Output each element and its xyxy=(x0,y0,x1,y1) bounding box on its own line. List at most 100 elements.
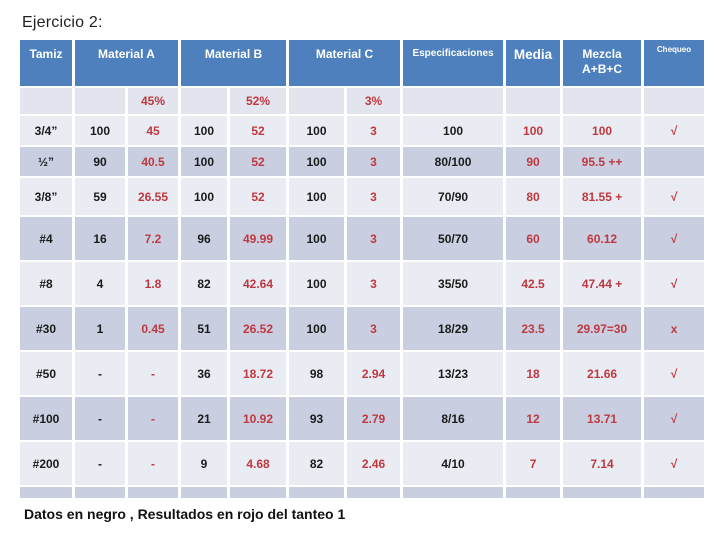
col-header-tamiz: Tamiz xyxy=(20,40,72,86)
table-row: 3/4” 100 45 100 52 100 3 100 100 100 √ xyxy=(20,116,705,145)
cell: #30 xyxy=(20,307,72,350)
cell: - xyxy=(75,442,125,485)
cell: 45 xyxy=(128,116,178,145)
table-row: 3/8” 59 26.55 100 52 100 3 70/90 80 81.55 + √ xyxy=(20,178,705,215)
cell: 9 xyxy=(181,442,227,485)
cell: - xyxy=(128,442,178,485)
cell: 90 xyxy=(506,147,561,176)
col-header-material-c: Material C xyxy=(289,40,401,86)
cell: 3 xyxy=(347,307,401,350)
cell xyxy=(403,487,504,498)
cell: 100 xyxy=(181,116,227,145)
cell: 100 xyxy=(506,116,561,145)
col-header-material-b: Material B xyxy=(181,40,287,86)
cell: 2.46 xyxy=(347,442,401,485)
cell: 4.68 xyxy=(230,442,287,485)
cell: √ xyxy=(644,442,705,485)
cell: - xyxy=(75,397,125,440)
cell: 4/10 xyxy=(403,442,504,485)
cell: √ xyxy=(644,352,705,395)
col-header-mezcla: Mezcla A+B+C xyxy=(563,40,642,86)
cell: 29.97=30 xyxy=(563,307,642,350)
cell: 8/16 xyxy=(403,397,504,440)
cell: #4 xyxy=(20,217,72,260)
cell: #8 xyxy=(20,262,72,305)
table-row: #100- -21 10.92 93 2.79 8/16 12 13.71 √ xyxy=(20,397,705,440)
cell: 90 xyxy=(75,147,125,176)
cell xyxy=(181,88,227,114)
cell: 3/4” xyxy=(20,116,72,145)
cell: 42.5 xyxy=(506,262,561,305)
cell: 40.5 xyxy=(128,147,178,176)
cell: 82 xyxy=(181,262,227,305)
cell: 26.55 xyxy=(128,178,178,215)
cell: √ xyxy=(644,397,705,440)
empty-row xyxy=(20,487,705,498)
cell: 70/90 xyxy=(403,178,504,215)
cell: 52 xyxy=(230,116,287,145)
table-body: 45% 52% 3% 3/4” 100 45 100 52 100 3 100 100 100 √ ½” 90… xyxy=(20,88,705,498)
cell: 59 xyxy=(75,178,125,215)
sieve-table: Tamiz Material A Material B Material C E… xyxy=(17,38,707,500)
cell xyxy=(289,487,345,498)
col-header-especificaciones: Especificaciones xyxy=(403,40,504,86)
cell: 13/23 xyxy=(403,352,504,395)
cell: 81.55 + xyxy=(563,178,642,215)
cell: 42.64 xyxy=(230,262,287,305)
cell: 100 xyxy=(403,116,504,145)
cell: 21 xyxy=(181,397,227,440)
sieve-table-wrap: Tamiz Material A Material B Material C E… xyxy=(17,38,707,500)
cell xyxy=(403,88,504,114)
cell xyxy=(289,88,345,114)
cell: 35/50 xyxy=(403,262,504,305)
cell: 80/100 xyxy=(403,147,504,176)
cell: 95.5 ++ xyxy=(563,147,642,176)
cell xyxy=(644,88,705,114)
cell: 7.2 xyxy=(128,217,178,260)
cell xyxy=(644,487,705,498)
cell: 7.14 xyxy=(563,442,642,485)
cell: - xyxy=(128,352,178,395)
cell xyxy=(230,487,287,498)
cell: 3 xyxy=(347,178,401,215)
cell: 82 xyxy=(289,442,345,485)
cell: 80 xyxy=(506,178,561,215)
cell: 10.92 xyxy=(230,397,287,440)
cell xyxy=(506,88,561,114)
cell: 52% xyxy=(230,88,287,114)
cell: 100 xyxy=(289,262,345,305)
cell: 26.52 xyxy=(230,307,287,350)
cell: 12 xyxy=(506,397,561,440)
cell: - xyxy=(128,397,178,440)
cell: 100 xyxy=(563,116,642,145)
cell: 7 xyxy=(506,442,561,485)
cell: - xyxy=(75,352,125,395)
cell: 52 xyxy=(230,147,287,176)
cell: 52 xyxy=(230,178,287,215)
cell: 3 xyxy=(347,147,401,176)
table-row: ½” 90 40.5 100 52 100 3 80/100 90 95.5 ++ xyxy=(20,147,705,176)
cell: 3 xyxy=(347,262,401,305)
cell: x xyxy=(644,307,705,350)
table-row: #200- -9 4.68 82 2.46 4/10 7 7.14 √ xyxy=(20,442,705,485)
cell xyxy=(181,487,227,498)
cell: √ xyxy=(644,217,705,260)
cell: 13.71 xyxy=(563,397,642,440)
cell: 1.8 xyxy=(128,262,178,305)
cell: ½” xyxy=(20,147,72,176)
cell xyxy=(563,88,642,114)
percent-row: 45% 52% 3% xyxy=(20,88,705,114)
cell: 47.44 + xyxy=(563,262,642,305)
cell xyxy=(20,487,72,498)
cell: 100 xyxy=(289,307,345,350)
cell: 0.45 xyxy=(128,307,178,350)
cell: 3 xyxy=(347,116,401,145)
cell: 100 xyxy=(289,116,345,145)
cell: 4 xyxy=(75,262,125,305)
cell: √ xyxy=(644,262,705,305)
cell: #50 xyxy=(20,352,72,395)
table-row: #30 1 0.45 51 26.52 100 3 18/29 23.5 29.97=30 x xyxy=(20,307,705,350)
cell: 3% xyxy=(347,88,401,114)
cell xyxy=(128,487,178,498)
header-row: Tamiz Material A Material B Material C E… xyxy=(20,40,705,86)
